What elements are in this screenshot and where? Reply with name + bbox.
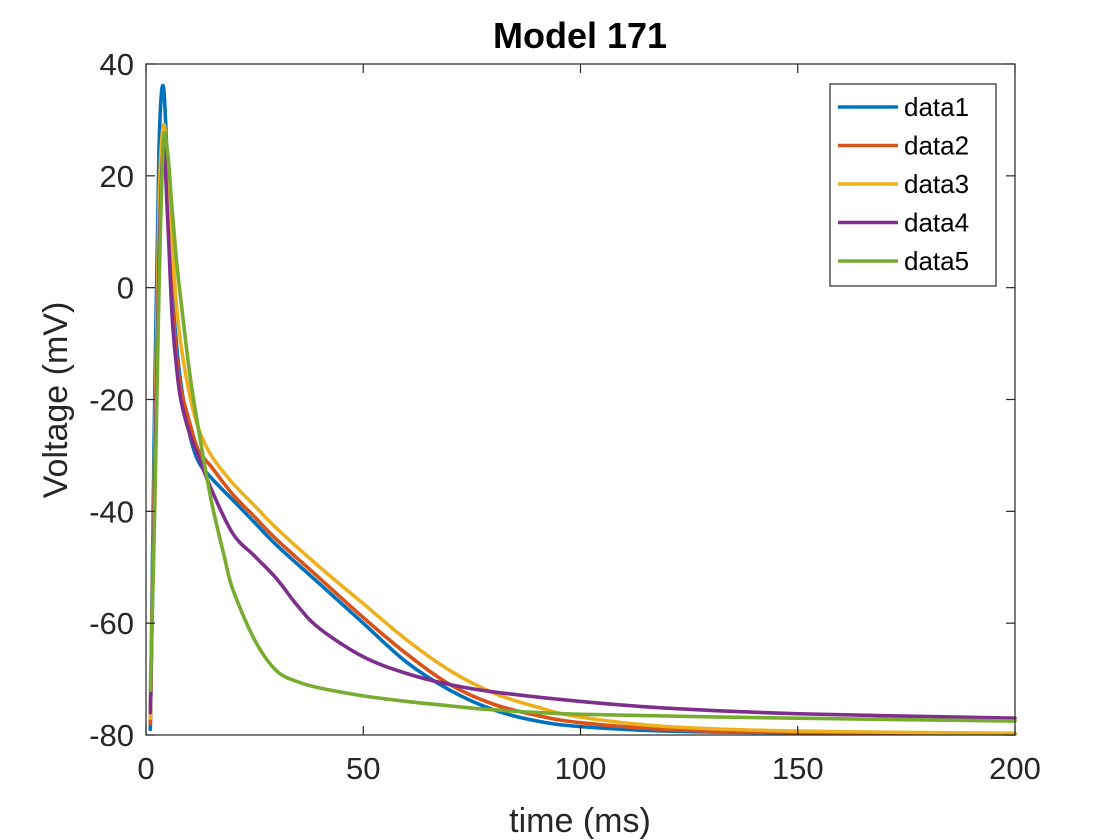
legend: data1 data2 data3 data4 data5	[829, 83, 997, 287]
legend-label-data5: data5	[904, 246, 969, 276]
x-tick-label: 0	[137, 751, 154, 786]
y-tick-label: 20	[100, 159, 134, 194]
x-tick-label: 50	[346, 751, 380, 786]
series-line-data3	[148, 122, 1017, 736]
chart-title: Model 171	[493, 15, 667, 56]
y-tick-label: -60	[89, 606, 134, 641]
y-tick-label: -40	[89, 494, 134, 529]
y-tick-label: 0	[117, 271, 134, 306]
legend-label-data2: data2	[904, 131, 969, 161]
x-tick-label: 100	[555, 751, 607, 786]
series-layer	[148, 83, 1017, 736]
legend-label-data3: data3	[904, 169, 969, 199]
tick-layer: 0 50 100 150 200 -80 -60 -40 -20 0 20 40	[89, 47, 1041, 786]
legend-label-data1: data1	[904, 92, 969, 122]
series-line-data5	[148, 131, 1017, 723]
x-tick-label: 200	[989, 751, 1041, 786]
y-axis-label: Voltage (mV)	[37, 302, 75, 499]
y-tick-label: -80	[89, 718, 134, 753]
series-line-data1	[148, 83, 1017, 736]
y-tick-label: -20	[89, 383, 134, 418]
y-tick-label: 40	[100, 47, 134, 82]
legend-label-data4: data4	[904, 208, 969, 238]
x-tick-label: 150	[772, 751, 824, 786]
x-axis-label: time (ms)	[509, 802, 651, 840]
